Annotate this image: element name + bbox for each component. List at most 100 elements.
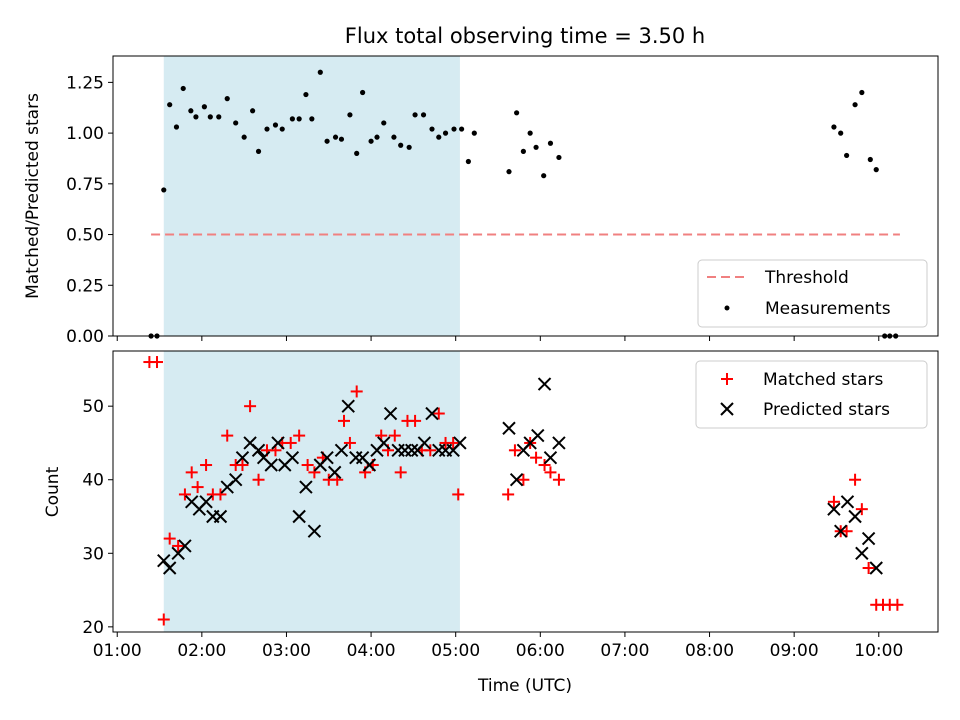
x-tick-label: 02:00 <box>177 641 226 661</box>
predicted-star-point <box>299 480 313 494</box>
predicted-star-point <box>869 561 883 575</box>
measurement-point <box>289 116 295 122</box>
measurement-point <box>514 110 520 116</box>
matched-star-point <box>236 459 249 472</box>
top-axes-frame <box>112 55 939 337</box>
measurement-point <box>506 169 512 175</box>
bottom-x-ticks: 01:00 02:00 03:00 04:00 05:00 06:00 07:00 08:00… <box>93 632 903 661</box>
predicted-star-point <box>213 509 228 524</box>
predicted-star-point <box>855 546 869 560</box>
predicted-star-point <box>307 524 322 538</box>
legend-predicted-swatch <box>720 402 734 416</box>
measurement-point <box>412 112 418 118</box>
matched-star-point <box>172 539 185 552</box>
predicted-star-point <box>840 495 855 509</box>
measurement-point <box>255 148 262 154</box>
x-tick-label: 07:00 <box>600 641 649 661</box>
matched-star-point <box>447 436 460 449</box>
measurement-point <box>831 124 837 130</box>
matched-star-point <box>308 466 321 479</box>
bottom-legend: Matched stars Predicted stars <box>695 360 928 429</box>
matched-star-point <box>252 473 265 486</box>
measurement-point <box>264 126 270 132</box>
matched-star-point <box>191 481 204 494</box>
measurement-point <box>317 69 323 75</box>
measurement-point <box>332 134 339 140</box>
measurement-point <box>354 150 360 156</box>
x-tick-label: 06:00 <box>516 641 565 661</box>
measurement-point <box>556 154 562 161</box>
measurement-point <box>547 140 554 146</box>
measurement-point <box>303 91 309 98</box>
chart-title: Flux total observing time = 3.50 h <box>345 24 705 48</box>
measurement-point <box>374 134 380 140</box>
legend-predicted-label: Predicted stars <box>763 400 890 420</box>
measurement-point <box>406 144 412 150</box>
measurement-point <box>207 114 213 120</box>
predicted-star-point <box>320 450 334 465</box>
bottom-observing-window-span <box>163 351 460 632</box>
measurement-point <box>873 167 879 173</box>
predicted-star-point <box>502 421 516 435</box>
top-y-tick-label: 1.00 <box>66 124 104 144</box>
legend-measurements-label: Measurements <box>765 299 891 319</box>
matched-star-point <box>849 473 862 486</box>
matched-star-point <box>424 444 437 457</box>
matched-star-point <box>221 429 234 442</box>
measurement-point <box>398 142 404 148</box>
predicted-star-point <box>537 377 552 391</box>
matched-star-point <box>517 473 530 486</box>
bottom-y-tick-label: 50 <box>82 397 104 417</box>
predicted-star-point <box>531 428 545 443</box>
legend-matched-swatch <box>721 373 733 385</box>
matched-star-point <box>214 488 227 501</box>
top-y-tick-label: 0.75 <box>66 175 104 195</box>
measurement-point <box>279 126 285 132</box>
matched-star-point <box>178 488 191 501</box>
top-y-tick-label: 1.25 <box>66 73 104 93</box>
measurement-point <box>541 173 547 179</box>
measurement-point <box>852 102 858 108</box>
matched-star-point <box>432 407 445 420</box>
predicted-star-point <box>199 495 213 509</box>
bottom-y-ticks: 20 30 40 50 <box>82 397 113 638</box>
measurement-point <box>520 148 526 154</box>
bottom-y-tick-label: 30 <box>82 544 104 564</box>
measurement-point <box>442 130 449 136</box>
predicted-star-point <box>848 509 862 524</box>
measurement-point <box>451 126 457 132</box>
predicted-star-point <box>362 458 377 472</box>
measurement-point <box>360 89 366 96</box>
matched-star-point <box>394 466 407 479</box>
measurement-point <box>180 85 186 92</box>
top-observing-window-span <box>163 56 460 336</box>
matched-star-point <box>862 562 875 575</box>
measurement-point <box>224 96 230 102</box>
predicted-star-point <box>251 443 266 458</box>
top-legend-box <box>697 259 928 328</box>
predicted-star-point <box>425 406 439 421</box>
measurement-point <box>201 104 207 110</box>
predicted-star-point <box>285 450 300 465</box>
predicted-star-point <box>453 436 467 450</box>
x-tick-label: 01:00 <box>93 641 142 661</box>
measurement-point <box>429 126 435 132</box>
top-y-tick-label: 0.00 <box>66 327 104 347</box>
matched-star-point <box>338 414 350 427</box>
predicted-star-point <box>377 436 391 450</box>
matched-star-point <box>840 525 853 538</box>
predicted-star-point <box>833 524 848 538</box>
measurement-point <box>859 89 865 96</box>
predicted-star-point <box>383 406 398 421</box>
measurement-point <box>459 126 465 132</box>
matched-star-point <box>891 598 904 611</box>
measurement-point <box>188 108 194 114</box>
matched-star-point <box>855 503 868 516</box>
measurement-point <box>420 112 427 118</box>
top-measurement-points <box>148 69 899 339</box>
measurement-point <box>296 116 302 122</box>
predicted-star-point <box>327 465 342 480</box>
predicted-star-point <box>271 436 285 450</box>
top-y-tick-label: 0.25 <box>66 276 104 296</box>
bottom-y-tick-label: 20 <box>82 618 104 638</box>
